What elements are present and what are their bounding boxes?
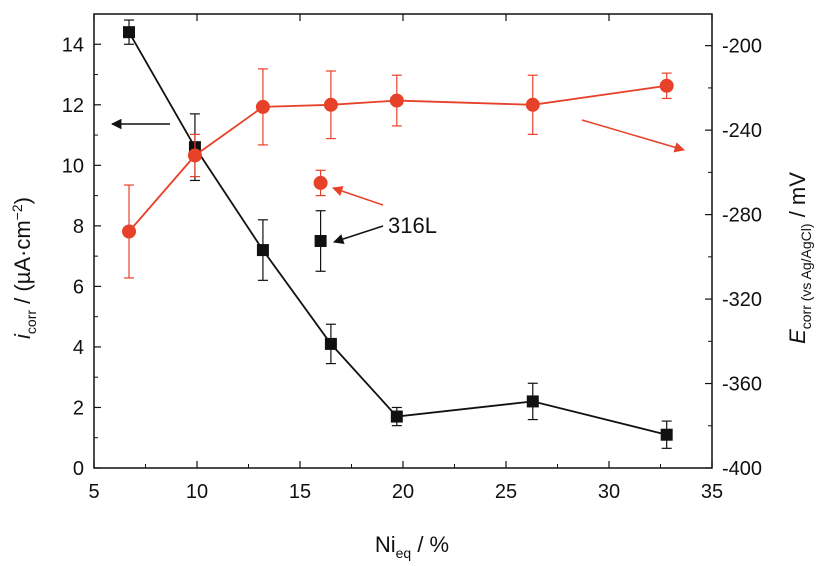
icorr-point <box>324 337 337 350</box>
y-left-tick-label: 0 <box>73 458 84 480</box>
icorr-ref-point <box>314 235 327 247</box>
y-right-label-main: E <box>785 329 810 344</box>
y-left-axis-label: icorr / (µA·cm−2) <box>9 197 39 339</box>
y-right-tick-label: -360 <box>722 374 762 396</box>
icorr-point <box>660 428 673 441</box>
ref-arrow-to-ecorr <box>332 186 384 206</box>
icorr-point <box>526 395 539 408</box>
y-left-tick-label: 4 <box>73 337 84 359</box>
ecorr-point <box>187 148 202 163</box>
x-tick-label: 25 <box>495 481 517 503</box>
ecorr-point <box>323 97 338 112</box>
y-left-label-tail: / (µA·cm <box>10 220 35 310</box>
y-right-tick-label: -320 <box>722 289 762 311</box>
ecorr-point <box>122 224 137 239</box>
y-right-label-sub: corr (vs Ag/AgCl) <box>798 223 814 329</box>
x-tick-label: 15 <box>289 481 311 503</box>
y-left-tick-label: 8 <box>73 216 84 238</box>
y-right-axis-label: Ecorr (vs Ag/AgCl) / mV <box>785 172 814 344</box>
x-axis-label-main: Ni <box>375 532 396 557</box>
ecorr-point <box>525 97 540 112</box>
icorr-point <box>390 410 403 423</box>
y-left-label-main: i <box>10 333 35 339</box>
y-right-tick-label: -280 <box>722 205 762 227</box>
x-tick-label: 30 <box>598 481 620 503</box>
y-right-tick-label: -400 <box>722 458 762 480</box>
x-tick-label: 10 <box>186 481 208 503</box>
x-tick-label: 20 <box>392 481 414 503</box>
ecorr-point <box>255 99 270 114</box>
y-left-tick-label: 14 <box>62 34 84 56</box>
ecorr-point <box>389 93 404 108</box>
y-right-tick-label: -240 <box>722 120 762 142</box>
plot-frame <box>93 13 713 469</box>
y-left-label-sup: −2 <box>9 204 25 220</box>
y-right-tick-label: -200 <box>722 36 762 58</box>
y-left-label-end: ) <box>10 197 35 204</box>
ecorr-series-line <box>128 84 667 233</box>
right-axis-indicator-arrow <box>581 119 686 153</box>
y-left-tick-label: 12 <box>62 95 84 117</box>
ecorr-ref-point <box>313 175 328 190</box>
x-tick-label: 5 <box>88 481 99 503</box>
y-left-tick-label: 6 <box>73 276 84 298</box>
icorr-point <box>256 244 269 257</box>
x-axis-label-tail: / % <box>411 532 449 557</box>
x-axis-label: Nieq / % <box>375 532 449 561</box>
y-left-tick-label: 2 <box>73 397 84 419</box>
y-left-label-sub: corr <box>23 310 39 334</box>
y-left-tick-label: 10 <box>62 155 84 177</box>
y-right-label-tail: / mV <box>785 172 810 224</box>
ref-arrow-to-icorr <box>333 225 384 245</box>
x-axis-label-sub: eq <box>396 545 412 561</box>
x-tick-label: 35 <box>701 481 723 503</box>
icorr-point <box>123 26 136 39</box>
ecorr-point <box>659 78 674 93</box>
ref-316l-label: 316L <box>388 213 437 238</box>
